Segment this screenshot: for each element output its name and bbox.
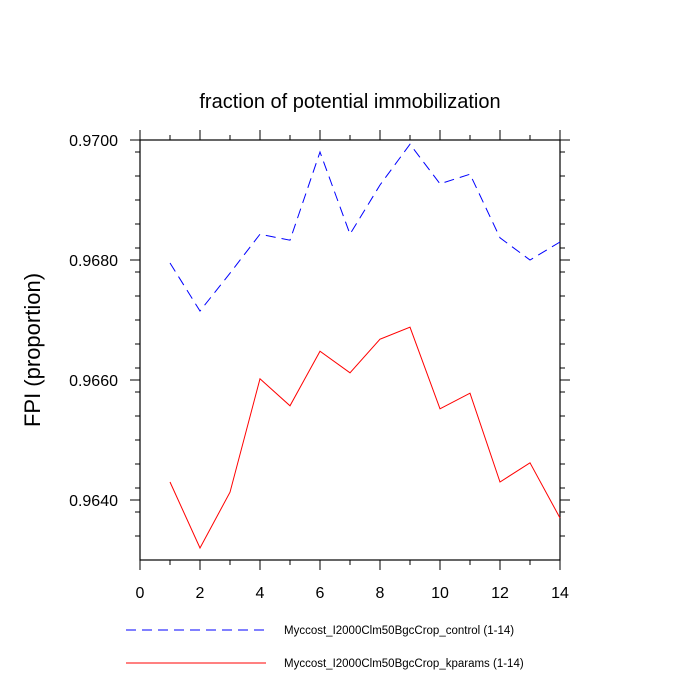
x-tick-label: 2 <box>196 585 205 602</box>
x-tick-label: 8 <box>376 585 385 602</box>
x-tick-label: 0 <box>136 585 145 602</box>
plot-border <box>139 139 561 561</box>
y-tick-label: 0.9640 <box>69 493 118 510</box>
y-axis-label: FPI (proportion) <box>20 273 45 427</box>
chart-title: fraction of potential immobilization <box>199 91 500 113</box>
x-tick-label: 14 <box>551 585 569 602</box>
axis-ticks: 0 2 4 6 8 10 12 14 0.9640 0.9660 0.9680 0.9700 <box>69 130 570 602</box>
y-tick-label: 0.9700 <box>69 133 118 150</box>
x-tick-label: 12 <box>491 585 509 602</box>
kparams-series-line <box>169 326 561 550</box>
x-tick-label: 10 <box>431 585 449 602</box>
y-tick-label: 0.9680 <box>69 253 118 270</box>
x-tick-label: 6 <box>316 585 325 602</box>
x-tick-label: 4 <box>256 585 265 602</box>
legend-control-label: Myccost_I2000Clm50BgcCrop_control (1-14) <box>284 625 514 637</box>
plot-frame <box>139 139 561 561</box>
legend: Myccost_I2000Clm50BgcCrop_control (1-14)… <box>126 625 524 670</box>
y-tick-label: 0.9660 <box>69 373 118 390</box>
legend-kparams-label: Myccost_I2000Clm50BgcCrop_kparams (1-14) <box>284 658 524 670</box>
control-series-line <box>169 143 561 312</box>
series-layer <box>169 143 561 550</box>
